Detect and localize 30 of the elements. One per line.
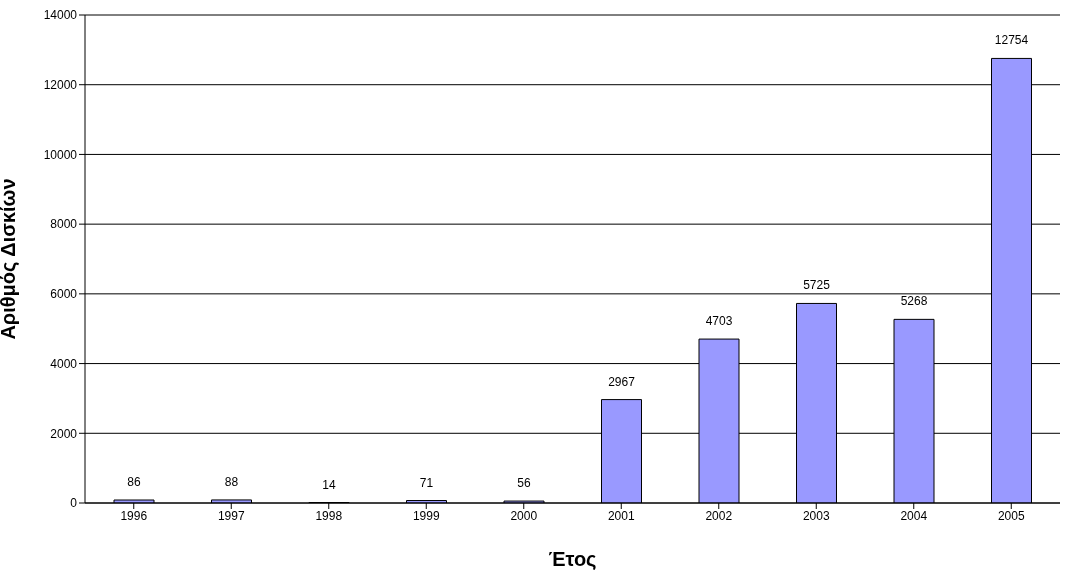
x-tick-label: 1998 [315,508,343,523]
data-label: 5725 [803,278,831,293]
data-label: 86 [127,475,141,489]
x-tick-label: 1999 [412,508,440,523]
data-label: 2967 [608,374,636,389]
y-tick-label: 10000 [43,147,78,162]
x-tick-label: 2004 [900,508,928,523]
y-tick-label: 6000 [50,287,78,302]
data-label: 12754 [994,33,1029,48]
data-label: 88 [224,474,239,489]
y-tick-label: 0 [70,496,78,511]
y-axis-title: Αριθμός Δισκίων [0,178,20,340]
data-label: 56 [517,476,531,491]
y-tick-label: 14000 [43,8,78,23]
x-tick-label: 1996 [120,508,148,523]
x-tick-label: 1997 [217,508,245,523]
data-label: 4703 [705,314,733,329]
y-tick-label: 12000 [43,77,78,92]
data-label: 14 [322,477,336,492]
x-axis-title: Έτος [548,548,597,570]
data-label: 5268 [900,294,928,309]
x-tick-label: 2000 [510,508,538,523]
x-tick-label: 2005 [997,508,1025,523]
x-tick-label: 2002 [705,508,733,523]
y-tick-label: 8000 [50,217,78,232]
data-label: 71 [419,475,434,490]
y-tick-label: 4000 [50,356,78,371]
y-tick-label: 2000 [50,426,78,441]
x-tick-label: 2001 [607,508,635,523]
x-tick-label: 2003 [802,508,830,523]
